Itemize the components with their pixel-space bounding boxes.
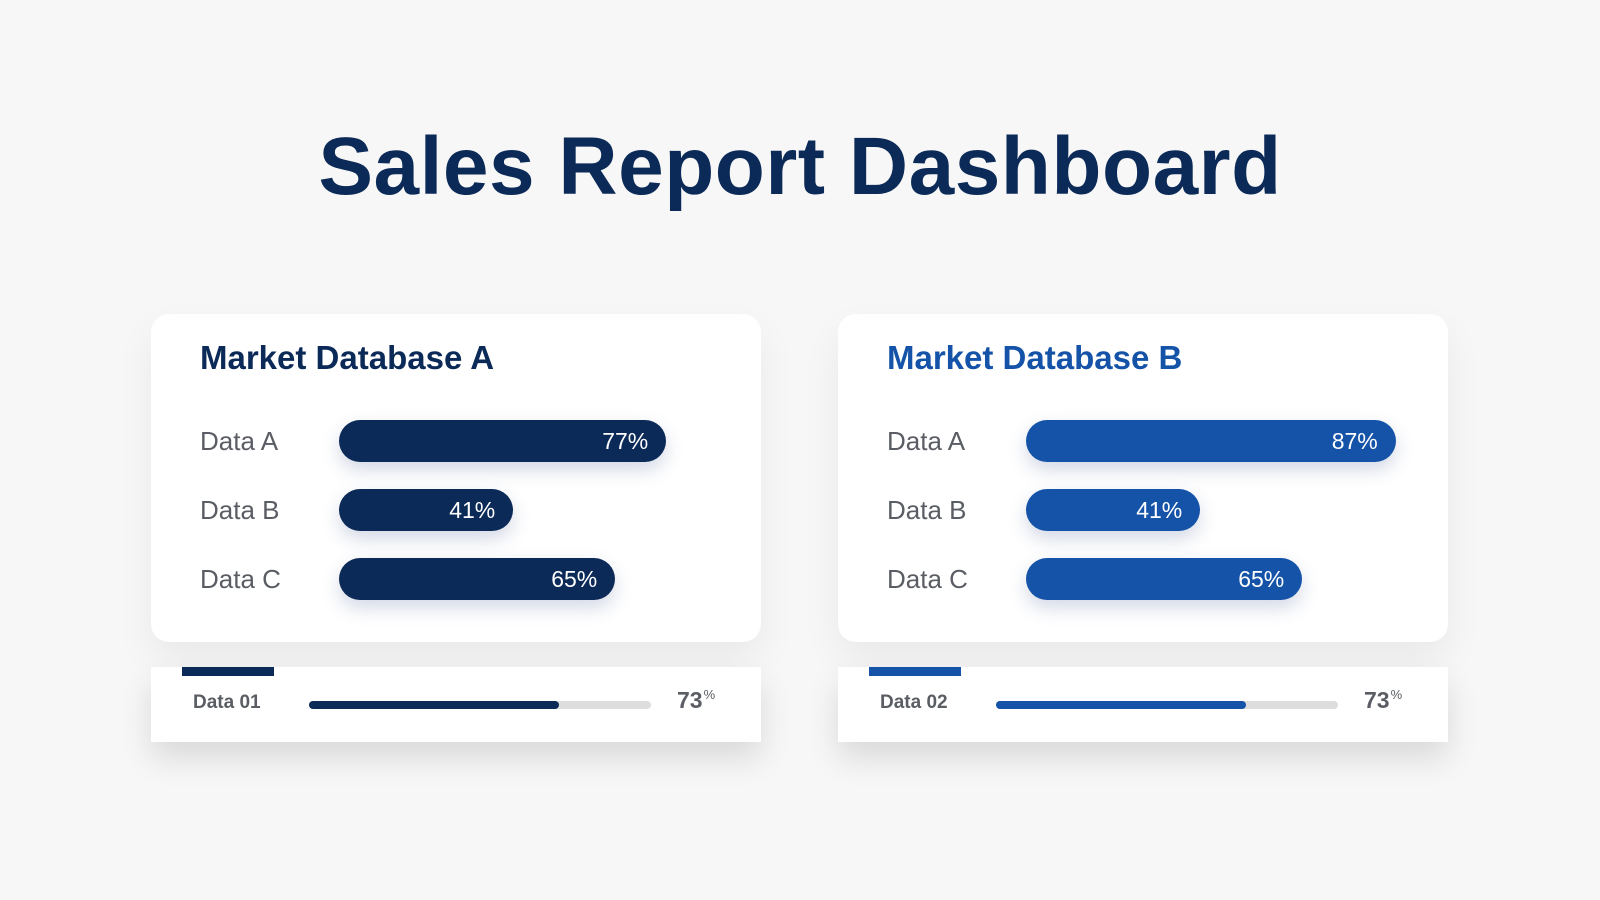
bar-value-label: 77% (602, 428, 649, 454)
bar-value-label: 87% (1331, 428, 1378, 454)
bar: 41% (339, 489, 514, 531)
bar: 41% (1026, 489, 1201, 531)
footer-value-number: 73 (677, 687, 703, 713)
bar-row: Data C 65% (200, 558, 720, 600)
summary-footer: Data 02 73% (838, 667, 1448, 742)
chart-card: Market Database A Data A 77% Data B 41% … (151, 314, 761, 642)
summary-footer: Data 01 73% (151, 667, 761, 742)
bar-value-label: 65% (551, 566, 598, 592)
footer-value: 73% (677, 687, 715, 714)
footer-value: 73% (1364, 687, 1402, 714)
chart-card: Market Database B Data A 87% Data B 41% … (838, 314, 1448, 642)
bar-category-label: Data A (200, 426, 279, 456)
page-title: Sales Report Dashboard (318, 121, 1282, 212)
footer-accent-bar (182, 667, 274, 676)
bar-row: Data A 77% (200, 420, 720, 462)
bar: 65% (1026, 558, 1303, 600)
progress-track (309, 701, 651, 709)
bar: 77% (339, 420, 667, 462)
bar-category-label: Data A (887, 426, 966, 456)
bar: 65% (339, 558, 616, 600)
chart-title: Market Database A (200, 339, 495, 376)
footer-value-unit: % (703, 687, 716, 703)
bar-value-label: 41% (1136, 497, 1183, 523)
bar-category-label: Data B (887, 495, 967, 525)
footer-value-unit: % (1390, 687, 1403, 703)
bar-row: Data A 87% (887, 420, 1407, 462)
bar-row: Data B 41% (200, 489, 720, 531)
bar-value-label: 65% (1238, 566, 1285, 592)
bar-category-label: Data C (887, 564, 968, 594)
bar-category-label: Data C (200, 564, 281, 594)
progress-fill (996, 701, 1246, 709)
bar-row: Data B 41% (887, 489, 1407, 531)
chart-title: Market Database B (887, 339, 1183, 376)
footer-value-number: 73 (1364, 687, 1390, 713)
progress-track (996, 701, 1338, 709)
progress-fill (309, 701, 559, 709)
footer-accent-bar (869, 667, 961, 676)
footer-label: Data 02 (880, 692, 948, 713)
bar: 87% (1026, 420, 1396, 462)
market-database-b-panel: Market Database B Data A 87% Data B 41% … (838, 314, 1448, 742)
bar-category-label: Data B (200, 495, 280, 525)
footer-label: Data 01 (193, 692, 261, 713)
bar-value-label: 41% (449, 497, 496, 523)
market-database-a-panel: Market Database A Data A 77% Data B 41% … (151, 314, 761, 742)
bar-row: Data C 65% (887, 558, 1407, 600)
